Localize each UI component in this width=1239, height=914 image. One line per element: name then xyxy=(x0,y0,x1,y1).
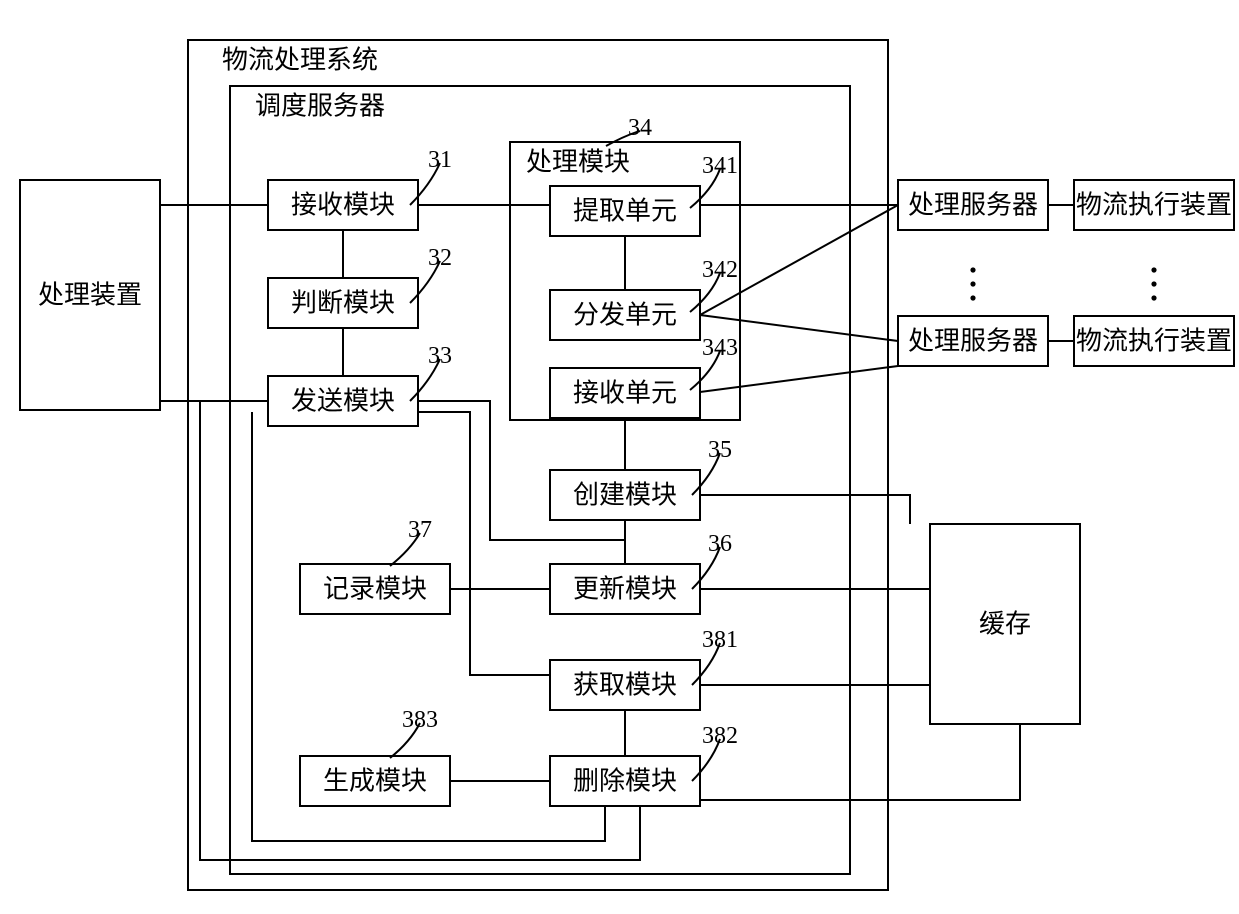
get-label: 获取模块 xyxy=(573,671,677,700)
create-box: 创建模块 xyxy=(550,470,700,520)
judge-num: 32 xyxy=(428,245,452,271)
exec1-box: 物流执行装置 xyxy=(1074,180,1234,230)
delete-label: 删除模块 xyxy=(573,767,677,796)
create-num: 35 xyxy=(708,437,732,463)
cache-box: 缓存 xyxy=(930,524,1080,724)
exec2-label: 物流执行装置 xyxy=(1076,327,1232,356)
send-box: 发送模块 xyxy=(268,376,418,426)
update-num: 36 xyxy=(708,531,732,557)
get-box: 获取模块 xyxy=(550,660,700,710)
recvunit-num: 343 xyxy=(702,335,738,361)
psvr1-box: 处理服务器 xyxy=(898,180,1048,230)
exec2-box: 物流执行装置 xyxy=(1074,316,1234,366)
exec1-label: 物流执行装置 xyxy=(1076,191,1232,220)
generate-box: 生成模块 xyxy=(300,756,450,806)
delete-num: 382 xyxy=(702,723,738,749)
dispatch-box: 分发单元 xyxy=(550,290,700,340)
psvr2-box: 处理服务器 xyxy=(898,316,1048,366)
recv-label: 接收模块 xyxy=(291,191,395,220)
procmod-title: 处理模块 xyxy=(526,148,630,177)
vdots-0 xyxy=(970,281,975,286)
extract-num: 341 xyxy=(702,153,738,179)
device-label: 处理装置 xyxy=(38,281,142,310)
update-label: 更新模块 xyxy=(573,575,677,604)
create-label: 创建模块 xyxy=(573,481,677,510)
dispatch-num: 342 xyxy=(702,257,738,283)
vdots-1 xyxy=(1151,295,1156,300)
vdots-0 xyxy=(970,267,975,272)
vdots-0 xyxy=(970,295,975,300)
dispatch-label: 分发单元 xyxy=(573,301,677,330)
vdots-1 xyxy=(1151,281,1156,286)
recvunit-box: 接收单元 xyxy=(550,368,700,418)
extract-box: 提取单元 xyxy=(550,186,700,236)
cache-label: 缓存 xyxy=(979,610,1031,639)
delete-box: 删除模块 xyxy=(550,756,700,806)
procmod-num: 34 xyxy=(628,115,652,141)
record-label: 记录模块 xyxy=(323,575,427,604)
generate-num: 383 xyxy=(402,707,438,733)
judge-box: 判断模块 xyxy=(268,278,418,328)
psvr1-label: 处理服务器 xyxy=(908,191,1038,220)
server-title: 调度服务器 xyxy=(255,92,385,121)
recv-num: 31 xyxy=(428,147,452,173)
send-num: 33 xyxy=(428,343,452,369)
device-box: 处理装置 xyxy=(20,180,160,410)
extract-label: 提取单元 xyxy=(573,197,677,226)
update-box: 更新模块 xyxy=(550,564,700,614)
recvunit-label: 接收单元 xyxy=(573,379,677,408)
record-box: 记录模块 xyxy=(300,564,450,614)
recv-box: 接收模块 xyxy=(268,180,418,230)
generate-label: 生成模块 xyxy=(323,767,427,796)
record-num: 37 xyxy=(408,517,432,543)
send-label: 发送模块 xyxy=(291,387,395,416)
get-num: 381 xyxy=(702,627,738,653)
system-title: 物流处理系统 xyxy=(222,46,378,75)
psvr2-label: 处理服务器 xyxy=(908,327,1038,356)
judge-label: 判断模块 xyxy=(291,289,395,318)
vdots-1 xyxy=(1151,267,1156,272)
